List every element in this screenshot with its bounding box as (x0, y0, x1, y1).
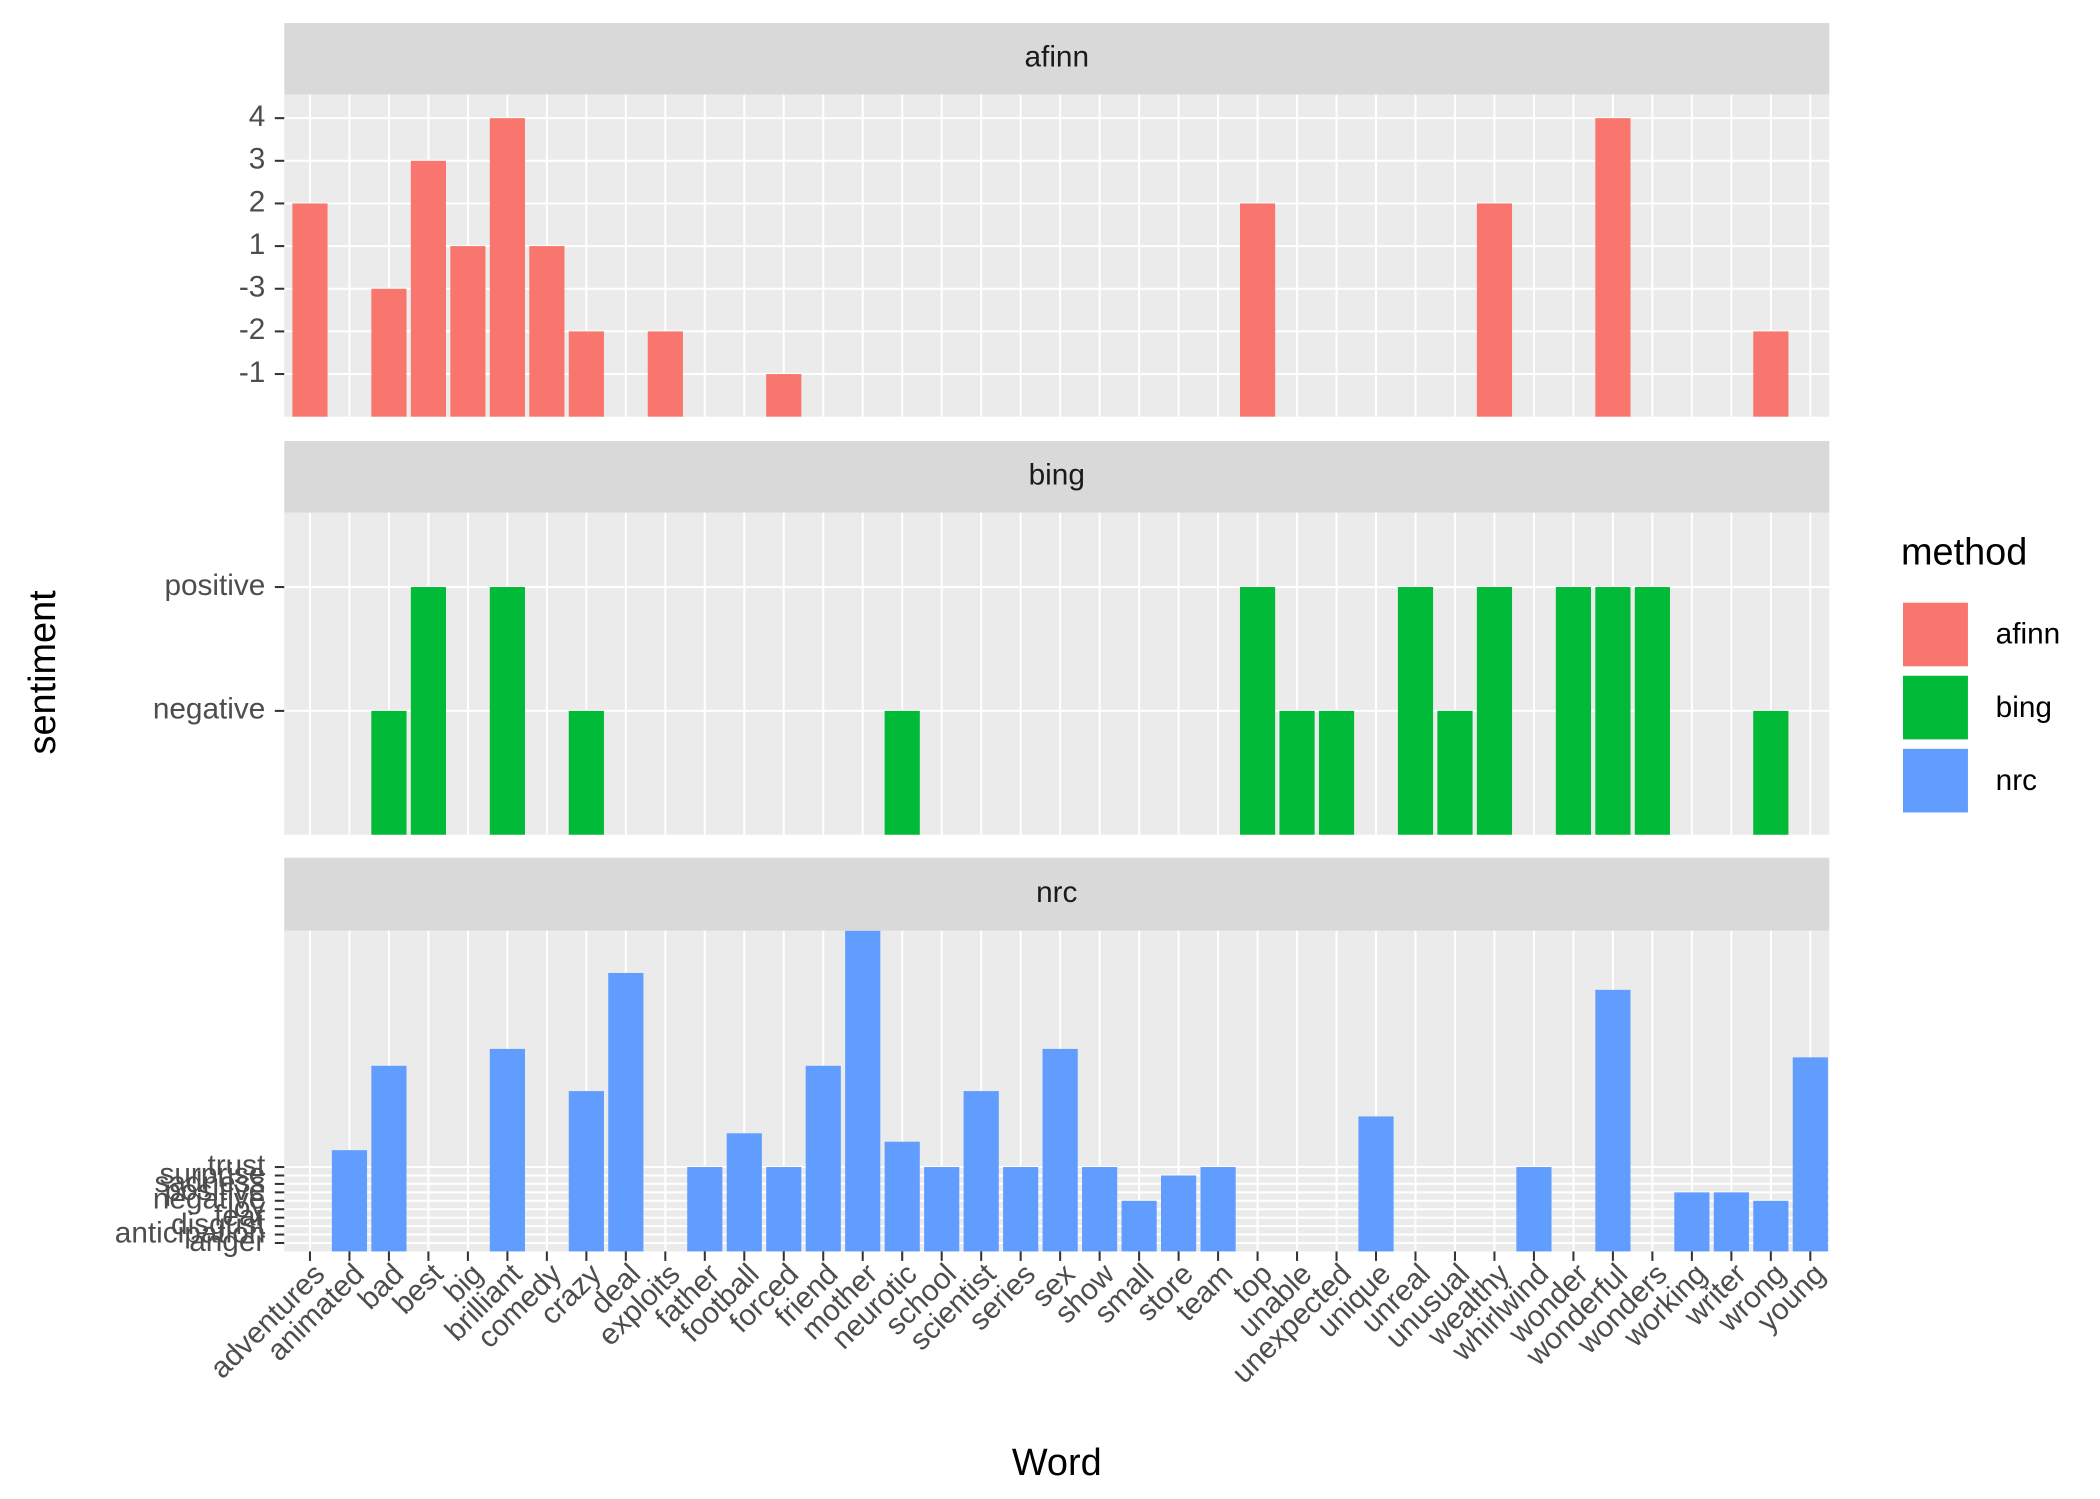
bar (568, 710, 604, 835)
facet-label: bing (1029, 459, 1085, 492)
y-tick-label: trust (207, 1149, 266, 1182)
bar (1082, 1167, 1118, 1252)
facet-strip (284, 441, 1830, 513)
y-tick-label: sadness (155, 1166, 266, 1199)
legend-key (1901, 747, 1970, 814)
bar (1358, 1116, 1394, 1252)
y-tick-label: anticipation (115, 1216, 266, 1249)
bar (371, 710, 407, 835)
y-tick-label: 4 (249, 100, 266, 133)
y-tick-label: 1 (249, 228, 266, 261)
legend-label: afinn (1996, 618, 2061, 651)
y-tick-label: negative (153, 1183, 265, 1216)
bar (1516, 1167, 1552, 1252)
bar (1753, 710, 1789, 835)
legend-label: nrc (1996, 764, 2037, 797)
bar (1161, 1175, 1197, 1252)
y-tick-label: -2 (239, 313, 265, 346)
bar (489, 587, 525, 835)
bar (1595, 989, 1631, 1252)
bar (687, 1167, 723, 1252)
y-axis-title: sentiment (22, 590, 64, 755)
y-tick-label: -3 (239, 271, 265, 304)
bar (1595, 118, 1631, 417)
bar (568, 331, 604, 417)
bar (845, 930, 881, 1252)
bar (1003, 1167, 1039, 1252)
bar (292, 203, 328, 417)
bar (489, 118, 525, 417)
x-axis-title: Word (1012, 1442, 1102, 1484)
y-tick-label: anger (189, 1225, 265, 1258)
y-tick-label: positive (164, 1174, 265, 1207)
bar (963, 1091, 999, 1252)
bar (1792, 1057, 1828, 1252)
bar (1595, 587, 1631, 835)
facet-label: nrc (1036, 876, 1077, 909)
y-tick-label: fear (214, 1200, 265, 1233)
bar (1555, 587, 1592, 835)
y-tick-label: positive (164, 569, 265, 602)
y-tick-label: negative (153, 693, 265, 726)
bar (568, 1091, 604, 1252)
bar (1476, 203, 1513, 417)
y-tick-label: disgust (171, 1208, 266, 1241)
bar (371, 1065, 407, 1252)
bar (371, 288, 407, 417)
bar (726, 1133, 762, 1252)
bar (331, 1150, 368, 1252)
y-tick-label: -1 (239, 356, 265, 389)
bar (884, 1141, 920, 1252)
bar (410, 587, 447, 835)
bar (1121, 1200, 1157, 1252)
bar (1753, 1200, 1789, 1252)
bar (1200, 1167, 1236, 1252)
bar (1753, 331, 1789, 417)
bar (1634, 587, 1670, 835)
legend-label: bing (1996, 691, 2052, 724)
y-tick-label: surprise (160, 1157, 266, 1190)
bar (1397, 587, 1434, 835)
bar (1437, 710, 1473, 835)
bar (766, 1167, 802, 1252)
bar (450, 246, 486, 417)
bar (608, 972, 644, 1252)
legend-title: method (1901, 532, 2027, 574)
bar (1239, 203, 1276, 417)
bar (1279, 710, 1315, 835)
bar (647, 331, 683, 417)
bar (489, 1048, 525, 1252)
legend-key (1901, 674, 1970, 741)
bar (924, 1167, 960, 1252)
facet-strip (284, 22, 1830, 95)
bar (1476, 587, 1513, 835)
y-tick-label: 2 (249, 185, 266, 218)
bar (1042, 1048, 1078, 1252)
bar (805, 1065, 841, 1252)
bar (1713, 1192, 1749, 1252)
facet-strip (284, 857, 1830, 931)
bar (884, 710, 920, 835)
bar (529, 246, 565, 417)
legend-key (1901, 601, 1970, 668)
y-tick-label: joy (226, 1191, 265, 1224)
bar (766, 374, 802, 417)
bar (1674, 1192, 1710, 1252)
bar (1318, 710, 1355, 835)
facet-label: afinn (1025, 41, 1090, 74)
y-tick-label: 3 (249, 143, 266, 176)
bar (1239, 587, 1276, 835)
bar (410, 160, 447, 417)
